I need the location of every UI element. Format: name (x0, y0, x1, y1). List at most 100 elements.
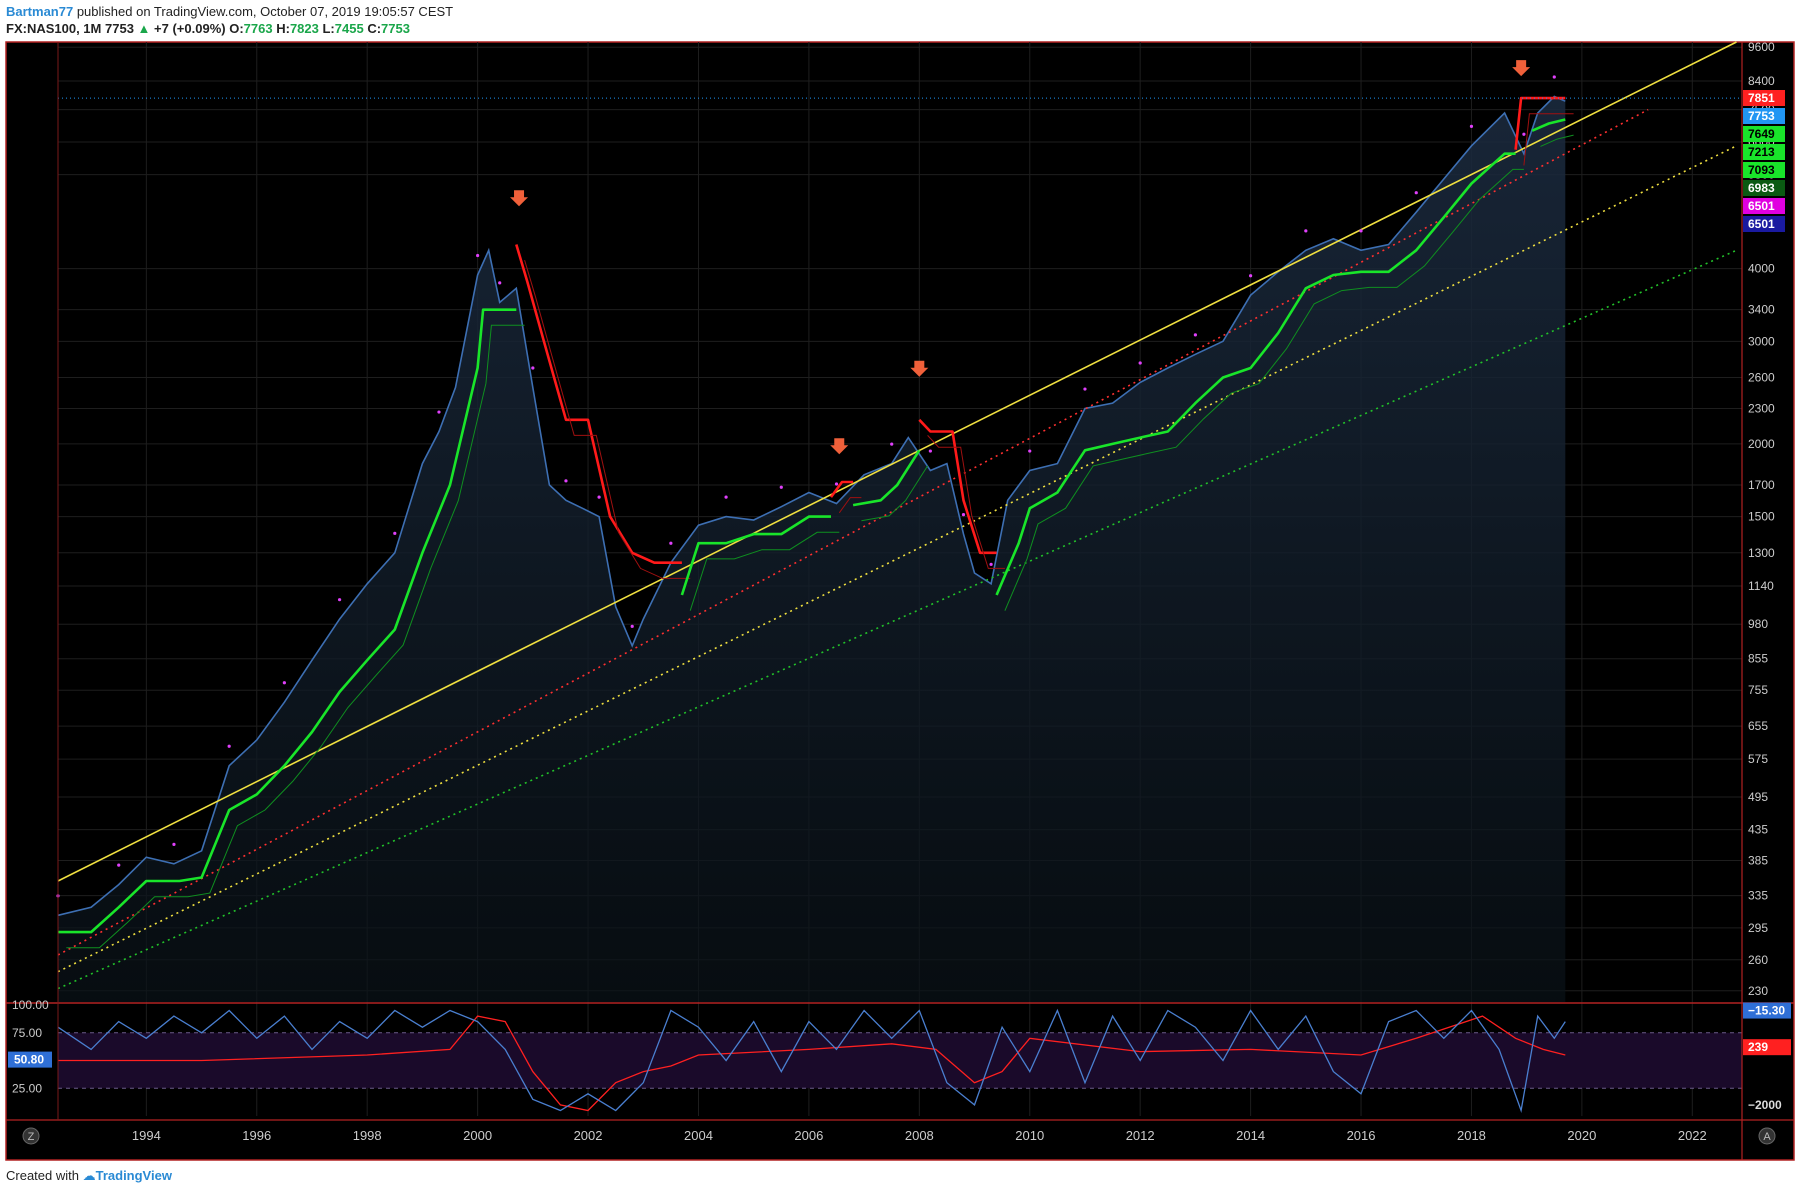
y-tick-label: 1500 (1748, 510, 1775, 524)
price-label: 7851 (1748, 91, 1775, 105)
axes: 1994 1996 1998 2000 2002 2004 2006 2008 2010 2012… (6, 40, 1794, 1160)
parabolic-dot (564, 479, 568, 483)
y-tick-label: 2300 (1748, 402, 1775, 416)
open-label: O: (229, 21, 244, 36)
published-text: published on TradingView.com, October 07… (76, 4, 454, 19)
parabolic-dot (1359, 229, 1363, 233)
open-value: 7763 (243, 21, 273, 36)
parabolic-dot (1304, 229, 1308, 233)
x-tick-label: 2010 (1015, 1128, 1044, 1143)
parabolic-dot (928, 449, 932, 453)
parabolic-dot (630, 624, 634, 628)
red-trail-band (524, 259, 691, 579)
green-trail-line (1531, 118, 1566, 132)
parabolic-dot (1028, 449, 1032, 453)
red-trail-line (829, 480, 854, 498)
y-tick-label: 980 (1748, 617, 1768, 631)
parabolic-dot (393, 531, 397, 535)
red-trail-band (838, 497, 862, 514)
created-with-text: Created with (6, 1168, 79, 1183)
parabolic-dot (282, 681, 286, 685)
x-tick-label: 2000 (463, 1128, 492, 1143)
parabolic-dot (1414, 191, 1418, 195)
parabolic-dot (1522, 132, 1526, 136)
osc-right-label-bg (1743, 1002, 1791, 1019)
author-link[interactable]: Bartman77 (6, 4, 74, 19)
footer: Created with ☁TradingView (6, 1168, 172, 1184)
parabolic-dot (172, 842, 176, 846)
tradingview-brand[interactable]: TradingView (95, 1168, 172, 1183)
low-value: 7455 (334, 21, 364, 36)
x-tick-label: 2022 (1678, 1128, 1707, 1143)
parabolic-dot (597, 495, 601, 499)
parabolic-dot (531, 366, 535, 370)
green-trail-band (66, 324, 525, 949)
y-tick-label: 2600 (1748, 371, 1775, 385)
tradingview-logo-icon: ☁ (82, 1168, 96, 1183)
green-trail-line (680, 515, 831, 596)
y-tick-label: 1140 (1748, 579, 1774, 593)
osc-tick-label: 100.00 (12, 998, 49, 1012)
price-label-bg (1743, 126, 1785, 142)
price-label-bg (1743, 108, 1785, 124)
scale-left-button-label[interactable]: Z (28, 1131, 35, 1143)
trendline-2[interactable] (57, 108, 1649, 956)
y-tick-label: 655 (1748, 719, 1768, 733)
y-tick-label: 4000 (1748, 262, 1775, 276)
y-tick-label: 575 (1748, 752, 1768, 766)
parabolic-dot (961, 512, 966, 517)
main-price-pane[interactable] (56, 41, 1742, 1116)
parabolic-dot (498, 281, 502, 285)
x-tick-label: 2006 (794, 1128, 823, 1143)
price-label: 7753 (1748, 109, 1775, 123)
green-trail-band (1004, 168, 1524, 611)
close-value: 7753 (381, 21, 410, 36)
red-trail-line (918, 418, 997, 555)
oscillator-line-2 (57, 1008, 1566, 1114)
down-arrow-icon (1512, 60, 1531, 77)
osc-right-label-bg (1743, 1039, 1791, 1056)
y-tick-label: 230 (1748, 984, 1768, 998)
y-tick-label: 335 (1748, 889, 1768, 903)
oscillator-pane[interactable] (57, 1008, 1742, 1114)
x-tick-label: 2008 (905, 1128, 934, 1143)
green-trail-band (1540, 134, 1574, 147)
trendline-1[interactable] (57, 41, 1737, 882)
parabolic-dot (1138, 361, 1142, 365)
green-trail-band (689, 531, 840, 611)
red-trail-band (927, 435, 1005, 569)
y-tick-label: 755 (1748, 683, 1768, 697)
parabolic-dot (989, 562, 993, 566)
down-arrow-icon (910, 360, 929, 377)
price-label: 6501 (1748, 217, 1775, 231)
y-tick-label: 260 (1748, 953, 1768, 967)
green-trail-line (58, 308, 517, 934)
osc-tick-label: 75.00 (12, 1026, 42, 1040)
y-tick-label: 3000 (1748, 334, 1775, 348)
parabolic-dot (890, 442, 894, 446)
red-trail-line (515, 244, 682, 564)
y-tick-label: 8400 (1748, 74, 1775, 88)
parabolic-dot (1083, 387, 1087, 391)
down-arrow-icon (830, 438, 849, 455)
price-label-bg (1743, 198, 1785, 214)
price-label: 6501 (1748, 199, 1775, 213)
y-tick-label: 435 (1748, 823, 1768, 837)
x-tick-label: 1994 (132, 1128, 161, 1143)
scale-right-button-label[interactable]: A (1763, 1131, 1771, 1143)
parabolic-dot (1469, 124, 1474, 128)
y-tick-label: 9600 (1748, 40, 1775, 54)
symbol-name: FX:NAS100, 1M (6, 21, 102, 36)
x-tick-label: 1998 (353, 1128, 382, 1143)
osc-left-label-bg (8, 1051, 52, 1068)
y-tick-label: 3400 (1748, 303, 1775, 317)
symbol-line: FX:NAS100, 1M 7753 ▲ +7 (+0.09%) O:7763 … (6, 21, 410, 36)
osc-left-label: 50.80 (14, 1053, 44, 1067)
osc-right-label: −15.30 (1748, 1004, 1785, 1018)
scale-left-button[interactable] (22, 1127, 40, 1145)
scale-right-button[interactable] (1758, 1127, 1776, 1145)
up-triangle-icon: ▲ (137, 21, 151, 36)
osc-right-label: 239 (1748, 1040, 1768, 1054)
price-line (57, 95, 1566, 917)
